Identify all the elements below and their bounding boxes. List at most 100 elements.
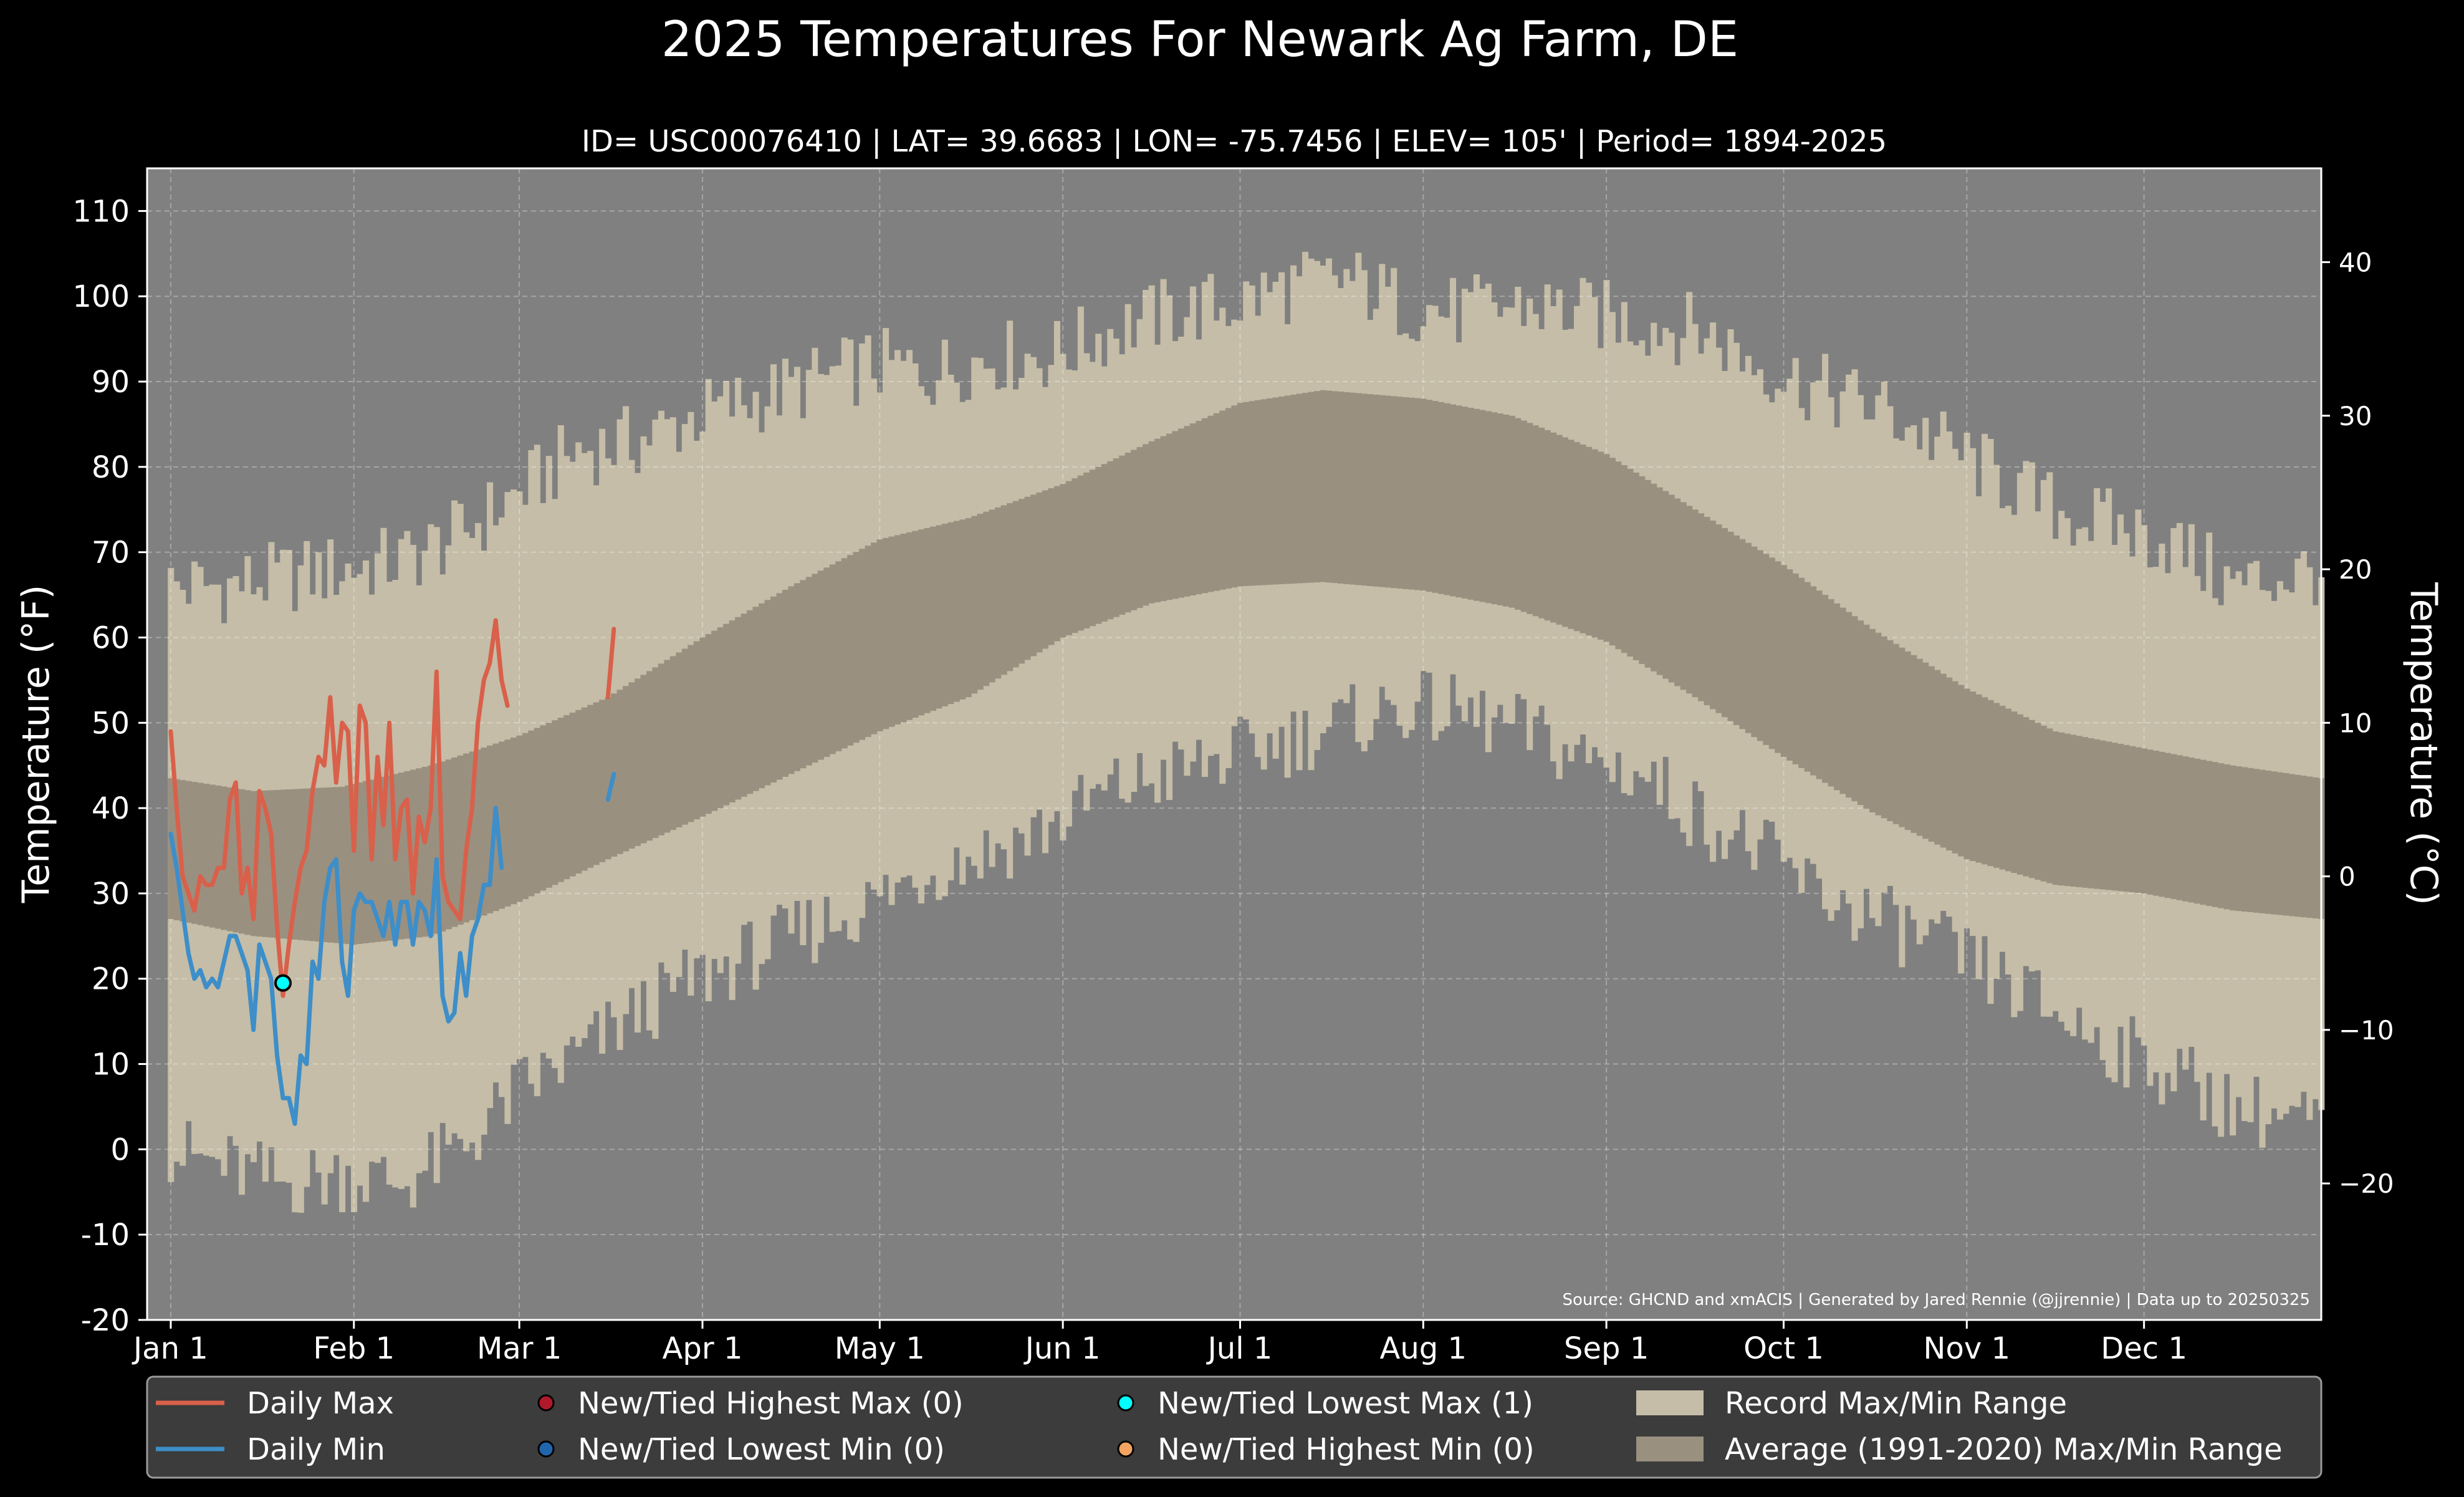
normal-range-bar <box>1970 691 1977 861</box>
normal-range-bar <box>693 641 700 820</box>
normal-range-bar <box>1225 408 1232 589</box>
record-range-bar <box>1963 433 1970 928</box>
normal-range-bar <box>2040 725 2047 882</box>
normal-range-bar <box>1568 440 1575 629</box>
normal-range-bar <box>2271 771 2278 915</box>
normal-range-bar <box>2218 763 2225 908</box>
normal-range-bar <box>2106 741 2112 890</box>
normal-range-bar <box>1603 454 1610 642</box>
normal-range-bar <box>883 537 889 729</box>
normal-range-bar <box>2182 756 2189 902</box>
normal-range-bar <box>1083 472 1090 628</box>
normal-range-bar <box>1686 506 1693 694</box>
x-tick-label: Aug 1 <box>1380 1331 1467 1366</box>
normal-range-bar <box>2135 747 2142 893</box>
normal-range-bar <box>1751 546 1758 738</box>
normal-range-bar <box>481 747 487 916</box>
x-tick-label: Oct 1 <box>1743 1331 1824 1366</box>
normal-range-bar <box>1639 476 1646 664</box>
legend-dot-swatch <box>537 1394 555 1412</box>
x-tick-label: Feb 1 <box>313 1331 395 1366</box>
chart-title: 2025 Temperatures For Newark Ag Farm, DE <box>661 12 1738 68</box>
normal-range-bar <box>759 603 765 789</box>
normal-range-bar <box>1007 503 1014 671</box>
normal-range-bar <box>309 788 316 941</box>
normal-range-bar <box>516 735 523 902</box>
y-tick-label-left: -10 <box>81 1218 130 1253</box>
normal-range-bar <box>1491 412 1498 605</box>
normal-range-bar <box>2253 769 2260 913</box>
source-note: Source: GHCND and xmACIS | Generated by … <box>1562 1291 2310 1309</box>
daily-min-line <box>168 806 504 1126</box>
normal-range-bar <box>185 781 192 923</box>
normal-range-bar <box>2194 758 2201 904</box>
normal-range-bar <box>823 567 830 758</box>
normal-range-bar <box>321 787 328 942</box>
normal-range-bar <box>906 532 913 720</box>
normal-range-bar <box>2206 761 2213 906</box>
normal-range-bar <box>1320 390 1326 582</box>
normal-range-bar <box>339 786 346 944</box>
normal-range-bar <box>995 507 1002 679</box>
normal-range-bar <box>1048 488 1055 645</box>
normal-range-bar <box>1455 405 1462 598</box>
normal-range-bar <box>1461 407 1468 599</box>
normal-range-bar <box>2170 754 2177 900</box>
normal-range-bar <box>628 682 635 849</box>
normal-range-bar <box>1113 458 1119 617</box>
normal-range-bar <box>416 768 423 938</box>
normal-range-bar <box>1219 410 1226 590</box>
y-tick-label-right: 40 <box>2339 247 2372 277</box>
normal-range-bar <box>1284 395 1291 584</box>
normal-range-bar <box>2028 720 2035 878</box>
y-tick-label-left: 90 <box>92 365 130 400</box>
record-range-bar <box>2023 461 2030 966</box>
daily-max-line <box>605 627 616 700</box>
normal-range-bar <box>1721 527 1728 718</box>
normal-range-bar <box>1260 399 1267 585</box>
normal-range-bar <box>1591 449 1598 638</box>
normal-range-bar <box>770 596 777 783</box>
normal-range-bar <box>280 789 287 939</box>
normal-range-bar <box>1432 401 1439 593</box>
normal-range-bar <box>865 546 871 738</box>
normal-range-bar <box>1124 453 1131 613</box>
normal-range-bar <box>522 733 529 900</box>
normal-range-bar <box>1710 521 1717 710</box>
normal-range-bar <box>1556 435 1563 625</box>
normal-range-bar <box>292 789 299 940</box>
normal-range-bar <box>1196 420 1202 595</box>
normal-range-bar <box>941 524 948 706</box>
normal-range-bar <box>918 529 924 716</box>
normal-range-bar <box>209 784 216 928</box>
normal-range-bar <box>1698 513 1705 701</box>
y-tick-label-right: 0 <box>2339 862 2356 892</box>
normal-range-bar <box>2283 773 2289 916</box>
normal-range-bar <box>664 660 671 833</box>
normal-range-bar <box>1621 465 1627 653</box>
normal-range-bar <box>2312 777 2319 919</box>
normal-range-bar <box>859 549 866 740</box>
record-range-bar <box>2028 462 2035 972</box>
normal-range-bar <box>829 564 836 754</box>
y-axis-right-label: Temperature (°C) <box>2402 582 2445 905</box>
normal-range-bar <box>2094 739 2101 889</box>
normal-range-bar <box>1822 595 1829 783</box>
normal-range-bar <box>1207 415 1214 592</box>
normal-range-bar <box>197 782 204 925</box>
normal-range-bar <box>357 782 363 944</box>
normal-range-bar <box>1775 561 1781 753</box>
normal-range-bar <box>1467 407 1474 600</box>
normal-range-bar <box>2082 737 2089 888</box>
normal-range-bars <box>168 390 2325 945</box>
normal-range-bar <box>788 586 795 774</box>
normal-range-bar <box>2064 733 2071 887</box>
normal-range-bar <box>1355 393 1362 585</box>
normal-range-bar <box>244 790 251 935</box>
normal-range-bar <box>871 542 878 734</box>
normal-range-bar <box>1024 496 1031 660</box>
normal-range-bar <box>404 771 411 939</box>
normal-range-bar <box>1899 647 1906 827</box>
daily-series <box>168 618 616 1126</box>
normal-range-bar <box>1857 620 1864 806</box>
